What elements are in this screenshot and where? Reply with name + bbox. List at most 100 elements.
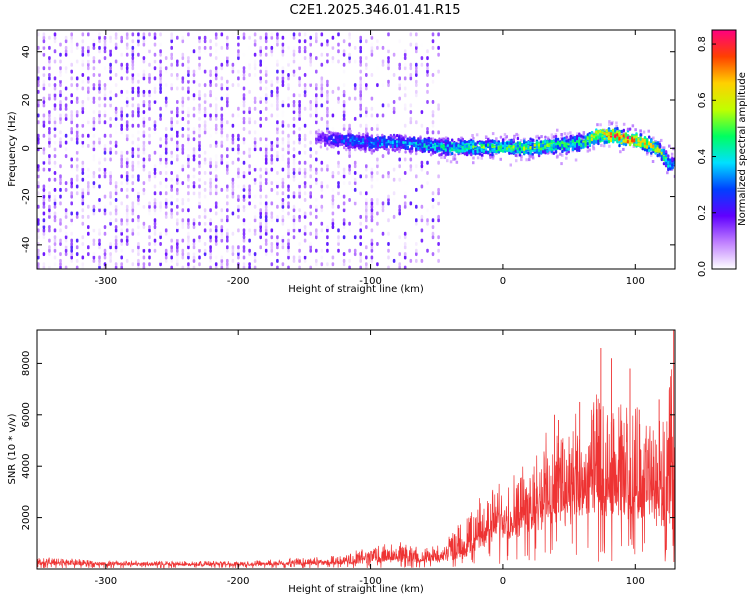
spectrogram-cell [569,131,572,135]
spectrogram-cell [639,129,642,133]
spectrogram-cell [209,83,212,88]
spectrogram-cell [561,144,564,148]
spectrogram-cell [42,231,46,236]
spectrogram-cell [220,167,224,172]
spectrogram-cell [628,143,632,147]
spectrogram-cell [142,164,146,169]
spectrogram-cell [320,79,324,84]
spectrogram-cell [495,143,498,147]
spectrogram-cell [315,39,318,44]
spectrogram-cell [537,151,541,155]
spectrogram-cell [259,225,262,230]
spectrogram-cell [403,265,407,269]
spectrogram-cell [359,35,362,40]
spectrogram-cell [608,123,611,126]
spectrogram-cell [348,35,351,40]
spectrogram-cell [48,204,51,209]
spectrogram-cell [365,167,368,172]
spectrogram-cell [242,32,246,37]
spectrogram-cell [159,204,162,209]
spectrogram-cell [64,86,68,91]
spectrogram-cell [53,204,57,209]
spectrogram-cell [412,144,416,148]
spectrogram-cell [376,157,379,162]
spectrogram-cell [153,96,157,101]
spectrogram-cell [292,221,296,226]
spectrogram-cell [75,100,79,104]
spectrogram-cell [37,218,40,223]
spectrogram-cell [226,52,229,57]
spectrogram-cell [337,187,340,192]
spectrogram-cell [125,187,129,192]
spectrogram-cell [159,127,162,131]
spectrogram-cell [42,120,46,125]
spectrogram-cell [198,32,201,37]
spectrogram-cell [540,150,543,154]
spectrogram-cell [270,137,274,142]
spectrogram-cell [347,133,350,137]
spectrogram-cell [315,137,318,142]
spectrogram-cell [298,218,301,223]
spectrogram-cell [220,228,224,233]
spectrogram-cell [331,42,335,47]
spectrogram-cell [292,255,296,260]
spectrogram-cell [131,174,135,179]
spectrogram-cell [531,146,534,150]
spectrogram-cell [114,116,118,121]
spectrogram-cell [214,93,218,98]
spectrogram-cell [320,89,324,94]
spectrogram-cell [597,129,600,133]
spectrogram-cell [396,144,399,148]
spectrogram-cell [523,137,526,141]
spectrogram-cell [242,137,246,142]
spectrogram-cell [590,134,594,138]
spectrogram-cell [387,242,390,246]
spectrogram-cell [70,93,73,98]
spectrogram-cell [231,32,235,37]
spectrogram-cell [42,225,46,230]
spectrogram-cell [137,258,140,263]
spectrogram-cell [281,204,285,209]
spectrogram-cell [187,225,190,230]
spectrogram-cell [176,157,179,162]
spectrogram-cell [320,167,324,172]
spectrogram-cell [326,79,329,84]
spectrogram-cell [487,150,490,154]
spectrogram-cell [187,245,190,250]
spectrogram-cell [437,214,440,219]
spectrogram-cell [403,245,407,250]
spectrogram-cell [270,171,274,175]
spectrogram-cell [368,136,371,140]
spectrogram-cell [214,35,218,40]
spectrogram-cell [276,62,279,67]
spectrogram-cell [434,145,437,149]
spectrogram-cell [98,35,101,40]
spectrogram-cell [192,130,196,135]
spectrogram-cell [437,160,440,165]
spectrogram-cell [81,140,85,145]
spectrogram-cell [437,258,440,263]
spectrogram-cell [437,103,440,108]
spectrogram-cell [348,59,351,64]
spectrogram-cell [563,139,566,143]
spectrogram-cell [226,120,229,125]
spectrogram-cell [53,245,57,250]
spectrogram-cell [53,35,57,40]
spectrogram-cell [226,201,229,206]
spectrogram-cell [87,191,90,196]
spectrogram-cell [651,160,655,163]
spectrogram-cell [497,150,500,154]
spectrogram-cell [81,214,85,219]
spectrogram-cell [276,86,279,91]
spectrogram-cell [137,123,140,128]
spectrogram-cell [448,141,452,145]
spectrogram-cell [92,39,96,44]
spectrogram-cell [137,86,140,91]
spectrogram-cell [59,137,62,142]
spectrogram-cell [59,113,62,118]
spectrogram-cell [365,198,368,202]
spectrogram-cell [114,106,118,111]
spectrogram-cell [276,238,279,243]
spectrogram-cell [264,32,268,37]
spectrogram-cell [281,73,285,77]
